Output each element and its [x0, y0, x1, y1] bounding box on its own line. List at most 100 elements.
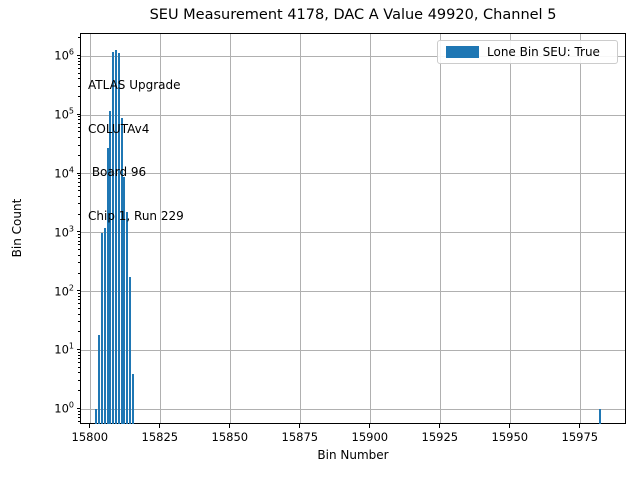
y-major-tick	[76, 172, 80, 174]
y-tick-label: 105	[54, 106, 74, 122]
y-minor-tick	[78, 240, 80, 242]
y-minor-tick	[78, 244, 80, 246]
y-major-tick	[76, 349, 80, 351]
y-minor-tick	[78, 190, 80, 192]
y-minor-tick	[78, 37, 80, 39]
y-minor-tick	[78, 178, 80, 180]
y-minor-tick	[78, 362, 80, 363]
y-minor-tick	[78, 313, 80, 315]
x-tick-label: 15850	[211, 430, 249, 444]
y-minor-tick	[78, 126, 80, 128]
x-gridline	[370, 34, 372, 423]
y-tick-label: 103	[54, 224, 74, 240]
y-minor-tick	[78, 122, 80, 124]
x-major-tick	[299, 424, 301, 428]
y-gridline	[81, 291, 625, 293]
y-minor-tick	[78, 175, 80, 177]
histogram-bar	[117, 52, 120, 424]
annotation-text: ATLAS Upgrade COLUTAv4 Board 96 Chip 1, …	[88, 49, 184, 252]
y-minor-tick	[78, 78, 80, 80]
y-minor-tick	[78, 213, 80, 215]
x-tick-label: 15925	[421, 430, 459, 444]
x-major-tick	[89, 424, 91, 428]
x-gridline	[580, 34, 582, 423]
histogram-bar	[114, 49, 118, 424]
annotation-line: COLUTAv4	[88, 121, 150, 136]
y-minor-tick	[78, 85, 80, 87]
y-gridline	[81, 173, 625, 175]
legend-color-patch	[446, 46, 479, 58]
x-tick-label: 15825	[141, 430, 179, 444]
histogram-bar	[98, 335, 101, 424]
annotation-line: ATLAS Upgrade	[88, 78, 181, 92]
y-minor-tick	[78, 372, 80, 374]
x-tick-label: 15875	[281, 430, 319, 444]
histogram-bar	[112, 51, 115, 424]
y-axis-label: Bin Count	[10, 198, 24, 258]
y-minor-tick	[78, 196, 80, 197]
histogram-bar	[106, 147, 109, 424]
y-minor-tick	[78, 64, 80, 65]
y-tick-label: 100	[54, 400, 74, 416]
y-gridline	[81, 232, 625, 234]
y-minor-tick	[78, 307, 80, 309]
y-gridline	[81, 55, 625, 57]
y-minor-tick	[78, 60, 80, 62]
y-minor-tick	[78, 379, 80, 381]
y-gridline	[81, 114, 625, 116]
y-minor-tick	[78, 119, 80, 121]
y-minor-tick	[78, 303, 80, 305]
y-minor-tick	[78, 413, 80, 415]
y-minor-tick	[78, 181, 80, 183]
y-minor-tick	[78, 366, 80, 368]
y-minor-tick	[78, 299, 80, 301]
x-major-tick	[579, 424, 581, 428]
x-gridline	[510, 34, 512, 423]
plot-area	[80, 33, 626, 424]
y-major-tick	[76, 113, 80, 115]
y-minor-tick	[78, 320, 80, 322]
y-minor-tick	[78, 295, 80, 297]
y-minor-tick	[78, 249, 80, 250]
histogram-bar	[131, 373, 134, 424]
chart-title: SEU Measurement 4178, DAC A Value 49920,…	[149, 7, 557, 23]
y-major-tick	[76, 290, 80, 292]
histogram-bar	[126, 211, 129, 424]
y-minor-tick	[78, 416, 80, 418]
x-major-tick	[509, 424, 511, 428]
y-minor-tick	[78, 116, 80, 118]
y-gridline	[81, 349, 625, 351]
y-minor-tick	[78, 272, 80, 274]
x-major-tick	[439, 424, 441, 428]
y-tick-label: 102	[54, 283, 74, 299]
x-tick-label: 15975	[561, 430, 599, 444]
y-minor-tick	[78, 351, 80, 353]
y-minor-tick	[78, 131, 80, 133]
y-minor-tick	[78, 358, 80, 359]
y-tick-label: 104	[54, 165, 74, 181]
y-minor-tick	[78, 420, 80, 422]
x-major-tick	[159, 424, 161, 428]
histogram-bar	[95, 409, 98, 424]
annotation-line: Chip 1, Run 229	[88, 208, 184, 223]
y-tick-label: 101	[54, 342, 74, 357]
histogram-bar	[100, 232, 104, 424]
y-major-tick	[76, 231, 80, 233]
x-gridline	[300, 34, 302, 423]
annotation-line: Board 96	[88, 165, 147, 179]
x-major-tick	[229, 424, 231, 428]
histogram-bar	[103, 228, 106, 424]
y-minor-tick	[78, 331, 80, 333]
x-tick-label: 15800	[71, 430, 109, 444]
y-minor-tick	[78, 234, 80, 235]
histogram-bar	[599, 409, 602, 424]
histogram-bar	[109, 110, 112, 424]
y-minor-tick	[78, 354, 80, 356]
y-minor-tick	[78, 68, 80, 69]
y-minor-tick	[78, 390, 80, 391]
x-gridline	[230, 34, 232, 423]
x-tick-label: 15950	[491, 430, 529, 444]
y-major-tick	[76, 54, 80, 56]
y-minor-tick	[78, 72, 80, 74]
